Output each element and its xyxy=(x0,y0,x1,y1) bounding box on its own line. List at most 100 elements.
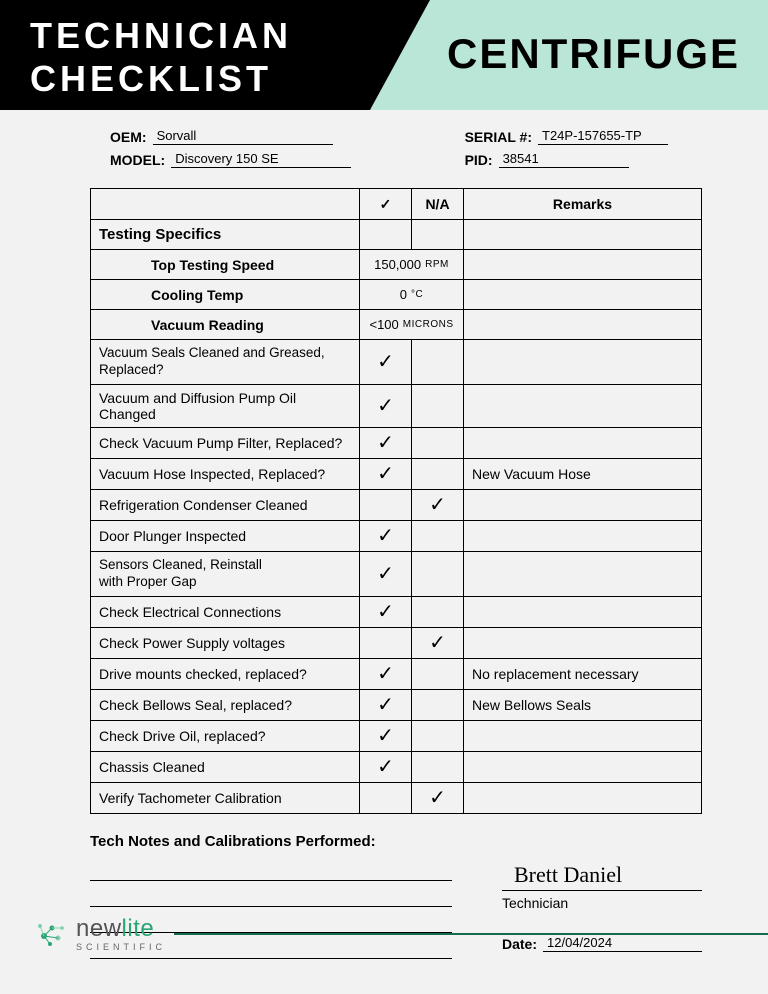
spec-num: 150,000 xyxy=(374,257,421,272)
header-remarks: Remarks xyxy=(463,189,701,219)
check-icon: ✓ xyxy=(377,757,394,777)
row-na xyxy=(411,752,463,782)
title-left: TECHNICIAN CHECKLIST xyxy=(30,14,292,100)
spec-unit: RPM xyxy=(425,259,449,270)
info-right-col: SERIAL #: T24P-157655-TP PID: 38541 xyxy=(465,128,668,168)
check-icon: ✓ xyxy=(429,788,446,808)
oem-label: OEM: xyxy=(110,129,147,145)
row-label: Check Drive Oil, replaced? xyxy=(91,721,359,751)
table-row: Vacuum and Diffusion Pump Oil Changed✓ xyxy=(91,384,701,427)
row-remarks xyxy=(463,490,701,520)
row-check: ✓ xyxy=(359,552,411,596)
row-check: ✓ xyxy=(359,428,411,458)
table-row: Verify Tachometer Calibration ✓ xyxy=(91,782,701,813)
row-remarks xyxy=(463,597,701,627)
row-remarks: No replacement necessary xyxy=(463,659,701,689)
header-check: ✓ xyxy=(359,189,411,219)
row-na xyxy=(411,521,463,551)
row-check xyxy=(359,783,411,813)
row-label: Vacuum and Diffusion Pump Oil Changed xyxy=(91,385,359,427)
note-line xyxy=(90,885,452,907)
row-check: ✓ xyxy=(359,521,411,551)
row-remarks xyxy=(463,752,701,782)
row-remarks xyxy=(463,783,701,813)
row-check: ✓ xyxy=(359,690,411,720)
row-na xyxy=(411,552,463,596)
row-check: ✓ xyxy=(359,340,411,384)
row-check xyxy=(359,490,411,520)
table-row: Check Drive Oil, replaced?✓ xyxy=(91,720,701,751)
oem-field: OEM: Sorvall xyxy=(110,128,351,145)
row-check xyxy=(359,628,411,658)
pid-value: 38541 xyxy=(499,151,629,168)
table-row: Check Electrical Connections✓ xyxy=(91,596,701,627)
table-row: Drive mounts checked, replaced?✓No repla… xyxy=(91,658,701,689)
logo-lite: lite xyxy=(122,915,155,942)
section-label: Testing Specifics xyxy=(91,220,359,249)
spec-value: 150,000 RPM xyxy=(359,250,463,279)
spec-value: 0 °C xyxy=(359,280,463,309)
table-row: Refrigeration Condenser Cleaned✓ xyxy=(91,489,701,520)
check-icon: ✓ xyxy=(429,495,446,515)
header-banner: TECHNICIAN CHECKLIST CENTRIFUGE xyxy=(0,0,768,110)
row-label: Chassis Cleaned xyxy=(91,752,359,782)
title-right: CENTRIFUGE xyxy=(447,30,740,78)
table-row: Door Plunger Inspected ✓ xyxy=(91,520,701,551)
note-line xyxy=(90,859,452,881)
spec-unit: MICRONS xyxy=(403,319,454,330)
row-check: ✓ xyxy=(359,752,411,782)
row-na xyxy=(411,459,463,489)
table-header-row: ✓ N/A Remarks xyxy=(91,189,701,219)
row-na xyxy=(411,659,463,689)
row-remarks xyxy=(463,721,701,751)
table-row: Check Bellows Seal, replaced?✓ New Bellow… xyxy=(91,689,701,720)
row-remarks xyxy=(463,385,701,427)
row-label: Verify Tachometer Calibration xyxy=(91,783,359,813)
row-label: Check Vacuum Pump Filter, Replaced? xyxy=(91,428,359,458)
row-remarks: New Vacuum Hose xyxy=(463,459,701,489)
pid-field: PID: 38541 xyxy=(465,151,668,168)
row-na xyxy=(411,385,463,427)
footer: newlite SCIENTIFIC xyxy=(30,914,768,954)
row-remarks: New Bellows Seals xyxy=(463,690,701,720)
logo-sub: SCIENTIFIC xyxy=(76,943,166,952)
table-row: Vacuum Hose Inspected, Replaced?✓ New Vac… xyxy=(91,458,701,489)
logo-mark-icon xyxy=(30,914,70,954)
check-icon: ✓ xyxy=(377,526,394,546)
spec-row: Vacuum Reading<100MICRONS xyxy=(91,309,701,339)
checklist-table: ✓ N/A Remarks Testing Specifics Top Test… xyxy=(90,188,702,814)
spec-num: 0 xyxy=(400,287,407,302)
row-remarks xyxy=(463,340,701,384)
row-na xyxy=(411,340,463,384)
spec-label: Cooling Temp xyxy=(91,280,359,309)
section-na xyxy=(411,220,463,249)
logo-main: newlite xyxy=(76,917,166,941)
table-row: Check Power Supply voltages✓ xyxy=(91,627,701,658)
table-row: Vacuum Seals Cleaned and Greased, Replac… xyxy=(91,339,701,384)
row-label: Vacuum Seals Cleaned and Greased, Replac… xyxy=(91,340,359,384)
info-left-col: OEM: Sorvall MODEL: Discovery 150 SE xyxy=(110,128,351,168)
row-label: Sensors Cleaned, Reinstallwith Proper Ga… xyxy=(91,552,359,596)
title-line1: TECHNICIAN xyxy=(30,15,292,56)
pid-label: PID: xyxy=(465,152,493,168)
section-row: Testing Specifics xyxy=(91,219,701,249)
serial-label: SERIAL #: xyxy=(465,129,532,145)
row-check: ✓ xyxy=(359,459,411,489)
table-row: Chassis Cleaned ✓ xyxy=(91,751,701,782)
logo-text: newlite SCIENTIFIC xyxy=(76,917,166,952)
row-label: Check Bellows Seal, replaced? xyxy=(91,690,359,720)
footer-line xyxy=(174,933,768,935)
header-blank xyxy=(91,189,359,219)
row-na xyxy=(411,428,463,458)
serial-field: SERIAL #: T24P-157655-TP xyxy=(465,128,668,145)
row-label: Door Plunger Inspected xyxy=(91,521,359,551)
check-icon: ✓ xyxy=(429,633,446,653)
spec-remarks xyxy=(463,250,701,279)
check-icon: ✓ xyxy=(377,664,394,684)
row-label: Vacuum Hose Inspected, Replaced? xyxy=(91,459,359,489)
section-remarks xyxy=(463,220,701,249)
spec-unit: °C xyxy=(411,289,423,300)
row-remarks xyxy=(463,628,701,658)
check-icon: ✓ xyxy=(377,602,394,622)
model-field: MODEL: Discovery 150 SE xyxy=(110,151,351,168)
